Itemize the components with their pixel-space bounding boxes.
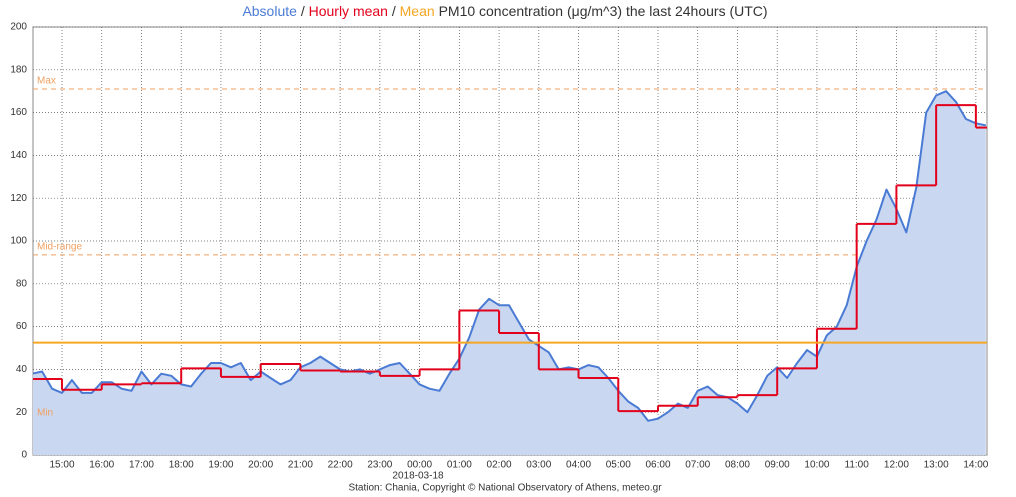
x-tick-label: 02:00 [487, 460, 512, 471]
x-tick-label: 07:00 [685, 460, 710, 471]
title-text: PM10 concentration (μg/m^3) the last 24h… [439, 3, 768, 19]
x-date-label: 2018-03-18 [392, 471, 444, 482]
x-tick-label: 19:00 [208, 460, 233, 471]
reference-label: Min [37, 407, 53, 418]
x-tick-label: 13:00 [924, 460, 949, 471]
y-tick-label: 0 [21, 450, 27, 461]
x-tick-label: 00:00 [407, 460, 432, 471]
x-tick-label: 06:00 [645, 460, 670, 471]
y-tick-label: 160 [10, 107, 27, 118]
x-tick-label: 14:00 [963, 460, 988, 471]
area [33, 91, 986, 455]
x-tick-label: 12:00 [884, 460, 909, 471]
x-tick-label: 11:00 [845, 460, 870, 471]
legend-entry: Hourly mean [309, 3, 388, 19]
y-tick-label: 200 [10, 22, 27, 33]
plot-layer [33, 88, 987, 455]
source: Station: Chania, Copyright © National Ob… [348, 483, 662, 494]
title-separator: / [392, 3, 396, 19]
y-tick-label: 100 [10, 236, 27, 247]
line [33, 90, 987, 422]
legend-entry: Absolute [242, 3, 297, 19]
x-tick-label: 01:00 [447, 460, 472, 471]
x-tick-label: 17:00 [129, 460, 154, 471]
y-tick-label: 140 [10, 150, 27, 161]
x-tick-label: 20:00 [248, 460, 273, 471]
x-tick-label: 23:00 [367, 460, 392, 471]
chart-title: Absolute / Hourly mean / Mean PM10 conce… [242, 3, 767, 19]
title-separator: / [301, 3, 305, 19]
x-tick-label: 18:00 [169, 460, 194, 471]
x-tick-label: 15:00 [49, 460, 74, 471]
x-tick-label: 03:00 [526, 460, 551, 471]
reference-label: Max [37, 76, 56, 87]
x-tick-label: 05:00 [606, 460, 631, 471]
y-tick-label: 20 [16, 407, 28, 418]
legend-entry: Mean [400, 3, 435, 19]
x-tick-label: 08:00 [725, 460, 750, 471]
y-tick-label: 120 [10, 193, 27, 204]
y-tick-label: 180 [10, 64, 27, 75]
x-tick-label: 04:00 [566, 460, 591, 471]
y-tick-label: 80 [16, 278, 28, 289]
y-tick-label: 60 [16, 321, 28, 332]
reference-label: Mid-range [37, 242, 82, 253]
x-tick-label: 10:00 [804, 460, 829, 471]
y-tick-label: 40 [16, 364, 28, 375]
x-tick-label: 16:00 [89, 460, 114, 471]
x-tick-label: 21:00 [288, 460, 313, 471]
x-tick-label: 09:00 [765, 460, 790, 471]
x-tick-label: 22:00 [328, 460, 353, 471]
